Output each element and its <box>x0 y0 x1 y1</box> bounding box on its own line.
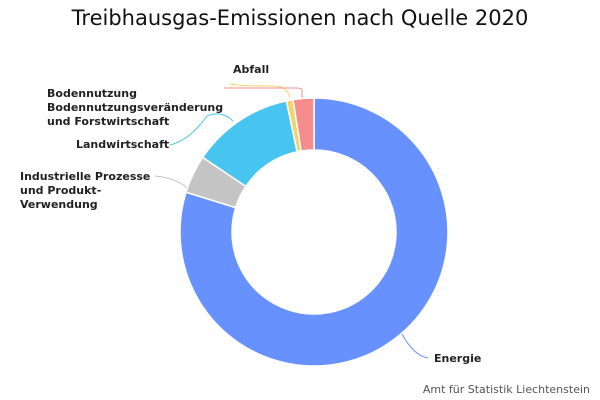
chart-title: Treibhausgas-Emissionen nach Quelle 2020 <box>71 6 529 30</box>
slice-label-3-line-1: Bodennutzungsveränderung <box>47 101 223 114</box>
connector-line-2 <box>169 113 234 146</box>
slice-label-1-line-0: Industrielle Prozesse <box>20 170 150 183</box>
slice-label-0-line-0: Energie <box>434 352 481 365</box>
slice-label-1-line-2: Verwendung <box>20 198 98 211</box>
slice-label-2-line-0: Landwirtschaft <box>76 138 169 151</box>
donut-slice-0[interactable] <box>179 97 449 367</box>
source-credit[interactable]: Amt für Statistik Liechtenstein <box>422 383 590 396</box>
connector-line-3 <box>229 83 291 99</box>
slice-label-1-line-1: und Produkt- <box>20 184 101 197</box>
connector-line-0 <box>401 333 429 359</box>
donut-slice-4[interactable] <box>292 97 315 152</box>
slice-label-4-line-0: Abfall <box>233 63 269 76</box>
slice-label-3-line-0: Bodennutzung <box>47 87 137 100</box>
connector-line-1 <box>154 175 188 189</box>
slice-label-3-line-2: und Forstwirtschaft <box>47 115 169 128</box>
connector-line-4 <box>224 87 303 98</box>
